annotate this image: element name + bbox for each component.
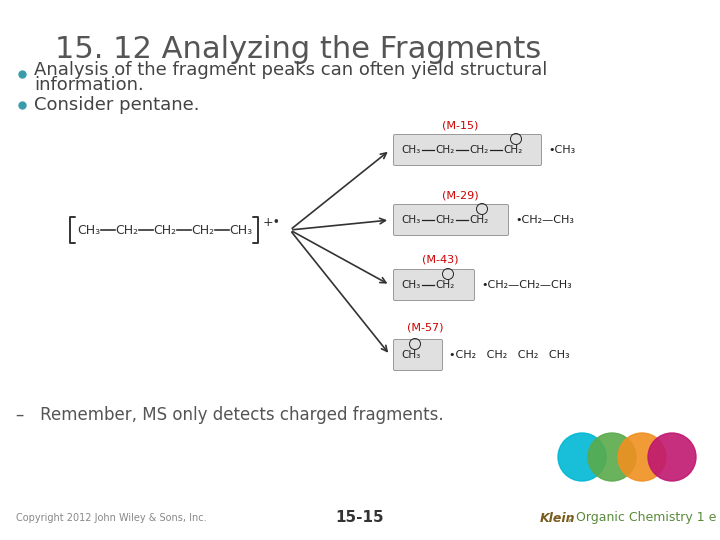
FancyBboxPatch shape [394, 205, 508, 235]
Text: •CH₂—CH₃: •CH₂—CH₃ [515, 215, 574, 225]
Text: •CH₂—CH₂—CH₃: •CH₂—CH₂—CH₃ [481, 280, 572, 290]
Text: Klein: Klein [540, 511, 575, 524]
Text: CH₃: CH₃ [401, 215, 420, 225]
Text: •CH₃: •CH₃ [548, 145, 575, 155]
Text: CH₃: CH₃ [401, 350, 420, 360]
Text: 15. 12 Analyzing the Fragments: 15. 12 Analyzing the Fragments [55, 35, 541, 64]
Text: CH₂: CH₂ [469, 215, 489, 225]
Text: (M-29): (M-29) [441, 190, 478, 200]
Text: (M-15): (M-15) [442, 120, 478, 130]
Text: CH₂: CH₂ [153, 224, 176, 237]
Text: Analysis of the fragment peaks can often yield structural: Analysis of the fragment peaks can often… [34, 61, 547, 79]
Text: CH₃: CH₃ [78, 224, 101, 237]
Text: CH₃: CH₃ [401, 145, 420, 155]
Text: •CH₂   CH₂   CH₂   CH₃: •CH₂ CH₂ CH₂ CH₃ [449, 350, 570, 360]
Text: –   Remember, MS only detects charged fragments.: – Remember, MS only detects charged frag… [16, 406, 444, 424]
Text: (M-43): (M-43) [422, 255, 458, 265]
Text: CH₂: CH₂ [436, 215, 454, 225]
Text: Consider pentane.: Consider pentane. [34, 96, 199, 114]
Circle shape [588, 433, 636, 481]
Text: +•: +• [263, 215, 281, 228]
FancyBboxPatch shape [394, 269, 474, 300]
Text: , Organic Chemistry 1 e: , Organic Chemistry 1 e [568, 511, 716, 524]
Text: information.: information. [34, 76, 144, 94]
Text: CH₃: CH₃ [401, 280, 420, 290]
Text: CH₂: CH₂ [192, 224, 215, 237]
Text: CH₂: CH₂ [436, 145, 454, 155]
Text: (M-57): (M-57) [407, 323, 444, 333]
FancyBboxPatch shape [394, 134, 541, 165]
Text: CH₂: CH₂ [503, 145, 523, 155]
Circle shape [618, 433, 666, 481]
Text: CH₂: CH₂ [436, 280, 454, 290]
Text: Copyright 2012 John Wiley & Sons, Inc.: Copyright 2012 John Wiley & Sons, Inc. [16, 513, 207, 523]
Circle shape [558, 433, 606, 481]
Text: CH₃: CH₃ [230, 224, 253, 237]
Text: 15-15: 15-15 [336, 510, 384, 525]
Circle shape [648, 433, 696, 481]
Text: CH₂: CH₂ [469, 145, 489, 155]
Text: CH₂: CH₂ [115, 224, 138, 237]
FancyBboxPatch shape [394, 340, 443, 370]
